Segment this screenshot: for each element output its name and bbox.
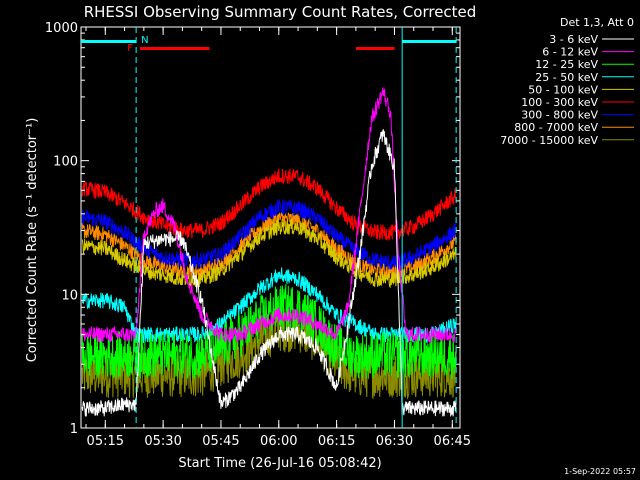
- x-tick-label-6: 06:45: [434, 434, 471, 449]
- legend-title: Det 1,3, Att 0: [560, 16, 634, 29]
- x-tick-label-4: 06:15: [318, 434, 355, 449]
- x-tick-label-1: 05:30: [144, 434, 181, 449]
- series-line-5: [81, 168, 457, 241]
- y-axis-label: Corrected Count Rate (s⁻¹ detector⁻¹): [25, 118, 40, 363]
- legend-label-0: 3 - 6 keV: [549, 33, 598, 46]
- series-line-2: [81, 284, 457, 380]
- y-tick-label-3: 1000: [45, 21, 78, 36]
- night-flag-bar-0: [81, 40, 137, 43]
- flag-F-label: F: [127, 43, 133, 54]
- legend-label-5: 100 - 300 keV: [521, 96, 598, 109]
- series-line-3: [81, 267, 457, 344]
- flare-flag-bar-1: [355, 47, 395, 50]
- x-tick-label-5: 06:30: [376, 434, 413, 449]
- legend-label-4: 50 - 100 keV: [528, 83, 598, 96]
- x-axis-label: Start Time (26-Jul-16 05:08:42): [178, 456, 381, 471]
- y-tick-label-1: 10: [61, 288, 78, 303]
- x-tick-label-3: 06:00: [260, 434, 297, 449]
- legend-label-7: 800 - 7000 keV: [514, 121, 598, 134]
- flag-N-label: N: [141, 35, 148, 46]
- y-tick-label-0: 1: [70, 422, 78, 437]
- legend-label-8: 7000 - 15000 keV: [500, 134, 598, 147]
- plot-frame: [80, 26, 461, 429]
- series-line-4: [81, 218, 457, 289]
- y-tick-label-2: 100: [53, 155, 78, 170]
- legend-label-3: 25 - 50 keV: [535, 71, 598, 84]
- x-tick-label-2: 05:45: [202, 434, 239, 449]
- legend-label-1: 6 - 12 keV: [542, 46, 598, 59]
- flare-flag-bar-0: [139, 47, 210, 50]
- series-line-1: [81, 87, 457, 343]
- night-flag-bar-1: [402, 40, 457, 43]
- legend-label-2: 12 - 25 keV: [535, 58, 598, 71]
- chart-title: RHESSI Observing Summary Count Rates, Co…: [84, 3, 477, 21]
- series-line-0: [81, 128, 457, 418]
- legend-label-6: 300 - 800 keV: [521, 109, 598, 122]
- series-line-6: [81, 199, 457, 270]
- x-tick-label-0: 05:15: [87, 434, 124, 449]
- footer-timestamp: 1-Sep-2022 05:57: [564, 467, 636, 476]
- plot-area: 1 10 100 1000 05:15 05:30 05:45 06:00 06:15 06:30…: [45, 21, 471, 449]
